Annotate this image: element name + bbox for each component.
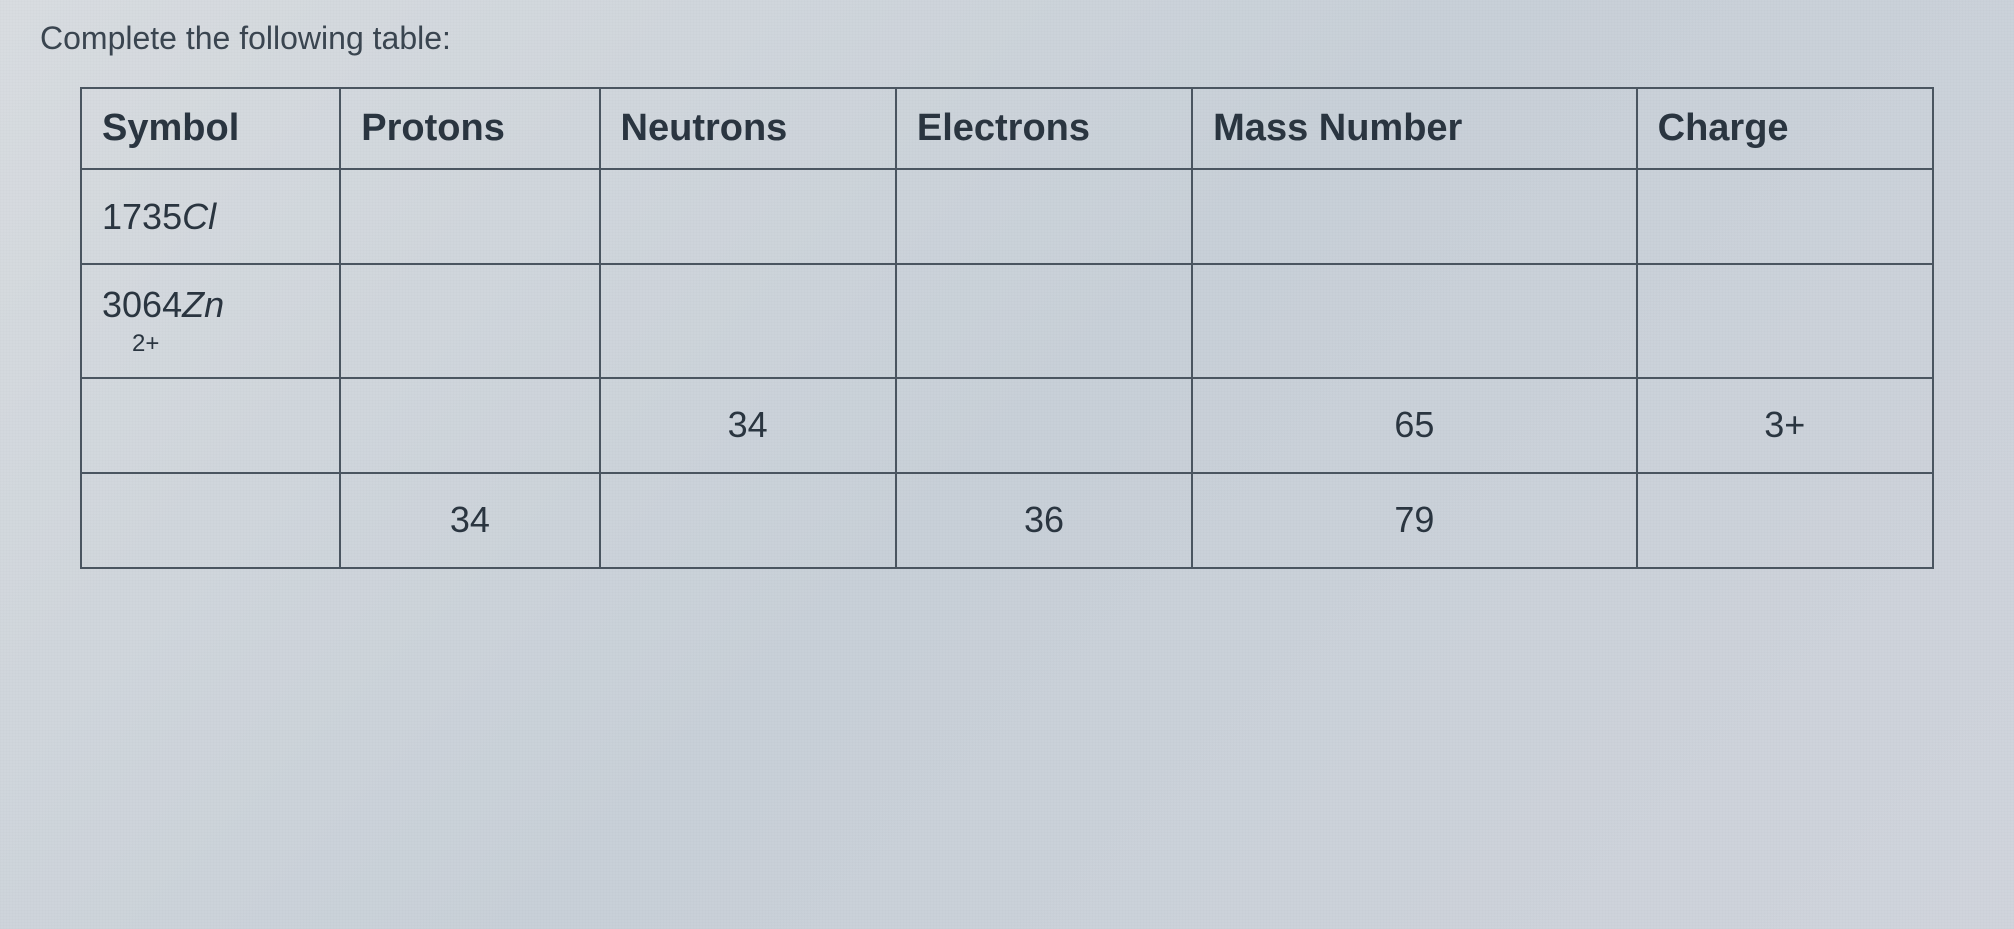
isotope-table: Symbol Protons Neutrons Electrons Mass N… <box>80 87 1934 569</box>
cell-neutrons: 34 <box>600 378 896 473</box>
table-row: 3064Zn 2+ <box>81 264 1933 378</box>
table-wrapper: Symbol Protons Neutrons Electrons Mass N… <box>40 87 1974 569</box>
cell-charge <box>1637 264 1933 378</box>
header-row: Symbol Protons Neutrons Electrons Mass N… <box>81 88 1933 169</box>
cell-symbol <box>81 378 340 473</box>
prompt-text: Complete the following table: <box>40 20 1974 57</box>
cell-neutrons <box>600 169 896 264</box>
cell-mass-number: 79 <box>1192 473 1636 568</box>
header-protons: Protons <box>340 88 599 169</box>
table-row: 34 36 79 <box>81 473 1933 568</box>
header-symbol: Symbol <box>81 88 340 169</box>
header-electrons: Electrons <box>896 88 1192 169</box>
cell-protons <box>340 264 599 378</box>
symbol-element: Zn <box>182 284 224 325</box>
cell-mass-number: 65 <box>1192 378 1636 473</box>
cell-neutrons <box>600 473 896 568</box>
cell-charge <box>1637 473 1933 568</box>
table-row: 34 65 3+ <box>81 378 1933 473</box>
cell-symbol: 3064Zn 2+ <box>81 264 340 378</box>
symbol-prefix: 1735 <box>102 196 182 237</box>
symbol-element: Cl <box>182 196 216 237</box>
header-charge: Charge <box>1637 88 1933 169</box>
cell-mass-number <box>1192 264 1636 378</box>
cell-symbol <box>81 473 340 568</box>
cell-charge <box>1637 169 1933 264</box>
symbol-prefix: 3064 <box>102 284 182 325</box>
cell-electrons: 36 <box>896 473 1192 568</box>
cell-charge: 3+ <box>1637 378 1933 473</box>
cell-electrons <box>896 378 1192 473</box>
cell-electrons <box>896 169 1192 264</box>
cell-electrons <box>896 264 1192 378</box>
cell-protons <box>340 378 599 473</box>
header-mass-number: Mass Number <box>1192 88 1636 169</box>
cell-neutrons <box>600 264 896 378</box>
cell-symbol: 1735Cl <box>81 169 340 264</box>
cell-protons: 34 <box>340 473 599 568</box>
table-row: 1735Cl <box>81 169 1933 264</box>
cell-protons <box>340 169 599 264</box>
symbol-superscript: 2+ <box>102 330 319 359</box>
header-neutrons: Neutrons <box>600 88 896 169</box>
cell-mass-number <box>1192 169 1636 264</box>
